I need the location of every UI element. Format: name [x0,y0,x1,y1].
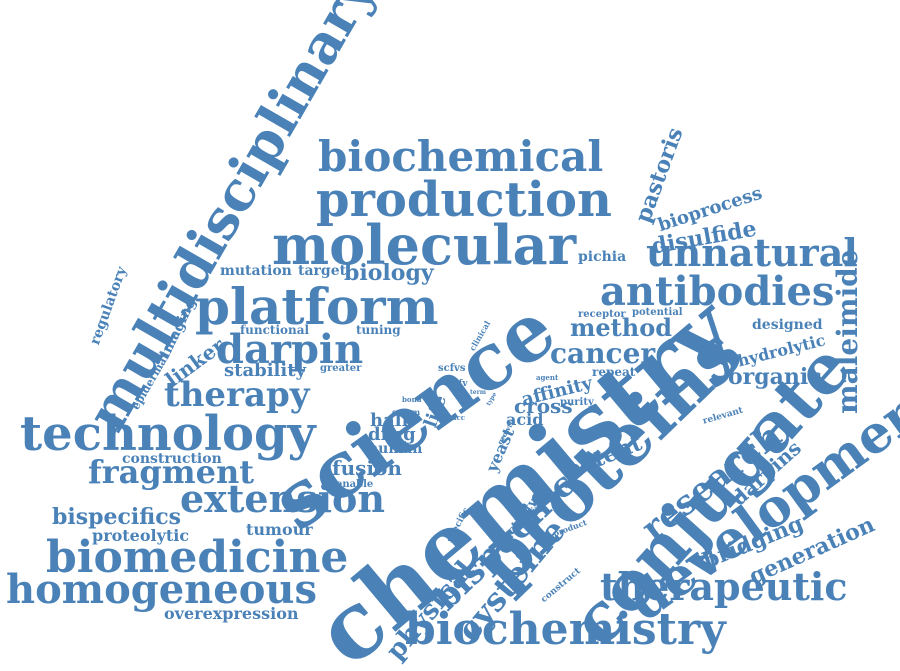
cloud-word: biochemistry [405,604,726,655]
cloud-word: antibodies [600,268,835,315]
cloud-word: enable [336,479,374,490]
cloud-word: production [316,172,612,228]
cloud-word: potential [632,307,683,318]
cloud-word: drug [368,424,416,445]
cloud-word: darpin [216,326,364,373]
cloud-word: technology [20,406,316,462]
cloud-word: term [470,389,487,396]
cloud-word: therapy [164,375,310,415]
cloud-word: human [368,441,423,457]
cloud-word: method [570,313,672,342]
cloud-word: scfvs [438,363,466,374]
cloud-word: tumour [246,520,313,539]
cloud-word: homogeneous [6,566,317,613]
cloud-word: cross [514,394,573,418]
cloud-word: pichia [578,249,627,265]
cloud-word: construction [122,451,222,467]
cloud-word: functional [240,323,310,337]
cloud-word: target [298,263,347,279]
cloud-word: overexpression [164,604,299,623]
cloud-word: purity [560,397,594,408]
cloud-word: fusion [332,456,402,480]
cloud-word: bispecifics [52,504,182,530]
cloud-word: maleimide [831,249,864,414]
cloud-word: stability [224,360,306,381]
cloud-word: tuning [356,323,401,337]
cloud-word: designed [752,317,823,333]
cloud-word: half [370,410,410,431]
cloud-word: acid [506,410,544,429]
cloud-word: receptor [578,309,626,320]
cloud-word: cancer [550,337,656,370]
cloud-word: serum [392,407,421,417]
cloud-word: agent [536,373,559,382]
cloud-word: proteolytic [92,526,190,545]
cloud-word: fragment [88,453,254,491]
cloud-word: bond [402,395,422,404]
cloud-word: acc [452,413,466,422]
cloud-word: greater [320,363,362,374]
cloud-word: unnatural [646,230,858,275]
cloud-word: therapeutic [600,564,848,609]
cloud-word: organic [728,364,822,390]
cloud-word: mutation [220,263,292,279]
cloud-word: biology [344,260,434,286]
cloud-word: scfv [448,379,468,389]
cloud-word: platform [195,277,439,336]
cloud-word: extension [180,476,385,521]
cloud-word: biomedicine [46,532,349,583]
cloud-word: molecular [272,213,577,277]
cloud-word: repeat [592,365,636,379]
cloud-word: biochemical [318,132,604,181]
